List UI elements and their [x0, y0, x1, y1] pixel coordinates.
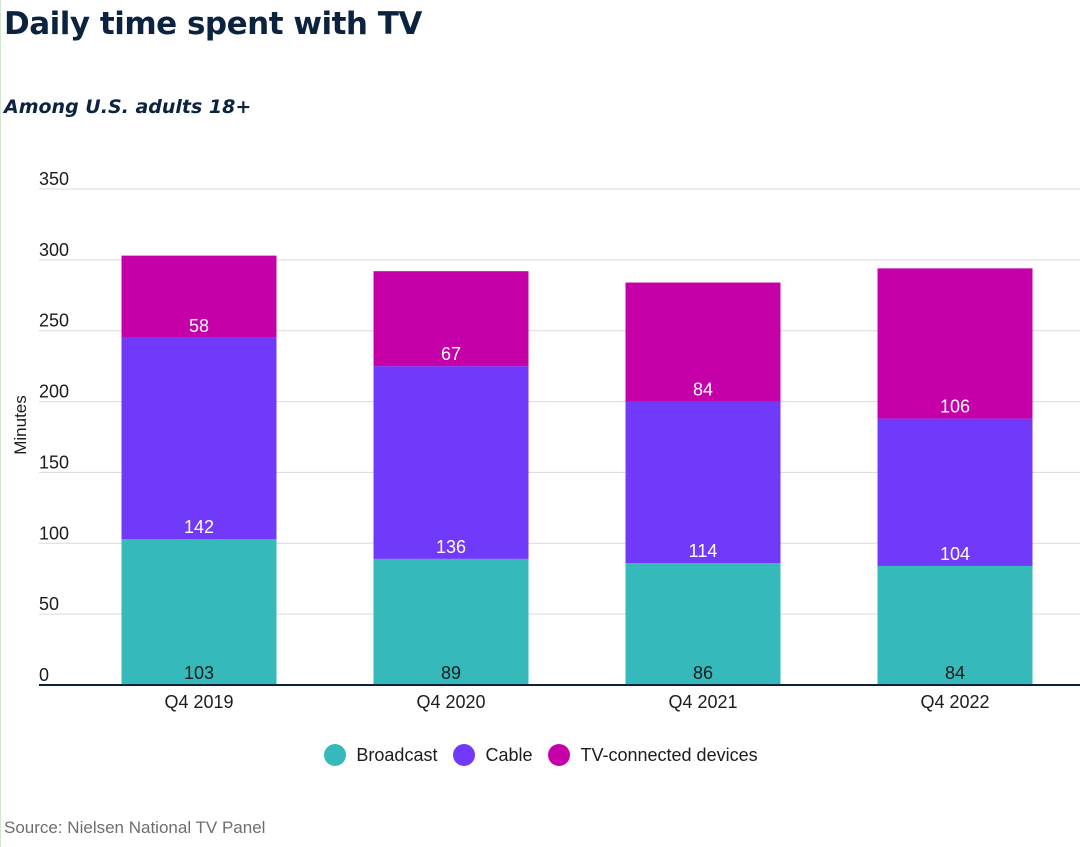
bar-tv-connected-devices — [121, 255, 277, 338]
bar-cable — [625, 401, 781, 564]
data-label: 136 — [436, 537, 466, 557]
data-label: 114 — [689, 541, 718, 561]
data-label: 67 — [441, 344, 461, 364]
y-axis-ticks: 0 50 100 150 200 250 300 350 — [39, 169, 69, 685]
bar-broadcast — [877, 565, 1033, 685]
bar-broadcast — [121, 539, 277, 685]
y-tick-label: 100 — [39, 523, 69, 543]
legend-label: Broadcast — [356, 744, 438, 765]
bar-broadcast — [373, 558, 529, 685]
legend-swatch — [453, 744, 476, 766]
bar-cable — [373, 366, 529, 559]
legend-swatch — [548, 744, 571, 766]
x-tick-label: Q4 2022 — [920, 692, 989, 712]
y-tick-label: 350 — [39, 169, 69, 189]
y-axis-label: Minutes — [11, 395, 30, 455]
bar-cable — [121, 337, 277, 540]
data-label: 106 — [940, 397, 970, 417]
x-axis-ticks: Q4 2019 Q4 2020 Q4 2021 Q4 2022 — [164, 692, 989, 712]
bar-tv-connected-devices — [877, 268, 1033, 419]
bars — [121, 255, 1033, 685]
y-tick-label: 150 — [39, 452, 69, 472]
data-label: 142 — [184, 517, 214, 537]
legend-item: Broadcast — [324, 744, 437, 766]
bar-broadcast — [625, 563, 781, 685]
y-tick-label: 50 — [39, 594, 59, 614]
y-tick-label: 300 — [39, 240, 69, 260]
chart-subtitle: Among U.S. adults 18+ — [4, 96, 252, 118]
legend-label: Cable — [485, 744, 533, 765]
data-label: 104 — [940, 544, 970, 564]
legend-label: TV-connected devices — [580, 744, 758, 765]
chart-title: Daily time spent with TV — [4, 6, 422, 42]
data-label: 89 — [441, 663, 461, 683]
data-labels: 103 142 58 89 136 67 86 114 84 84 104 106 — [184, 316, 970, 683]
bar-tv-connected-devices — [625, 282, 781, 402]
legend-item: Cable — [453, 744, 532, 766]
bar-tv-connected-devices — [373, 271, 529, 367]
bar-cable — [877, 418, 1033, 566]
legend-swatch — [324, 744, 347, 766]
x-tick-label: Q4 2019 — [164, 692, 233, 712]
y-tick-label: 200 — [39, 382, 69, 402]
data-label: 84 — [945, 663, 965, 683]
y-tick-label: 250 — [39, 311, 69, 331]
data-label: 103 — [184, 663, 214, 683]
y-tick-label: 0 — [39, 665, 49, 685]
legend-item: TV-connected devices — [548, 744, 758, 766]
data-label: 84 — [693, 380, 713, 400]
legend: Broadcast Cable TV-connected devices — [1, 744, 1080, 766]
x-tick-label: Q4 2020 — [416, 692, 485, 712]
data-label: 58 — [189, 316, 209, 336]
x-tick-label: Q4 2021 — [668, 692, 737, 712]
data-label: 86 — [693, 663, 713, 683]
source-note: Source: Nielsen National TV Panel — [4, 818, 266, 837]
